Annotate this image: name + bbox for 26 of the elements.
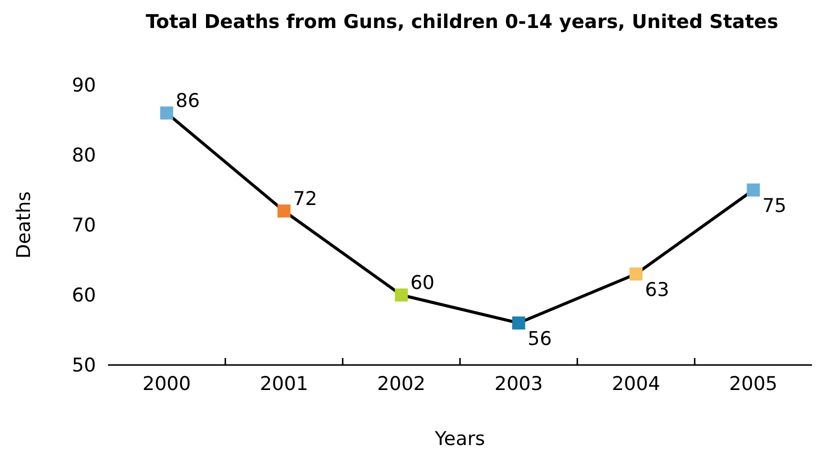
data-label: 56 <box>528 328 552 350</box>
y-tick-label: 70 <box>72 214 96 237</box>
point <box>160 106 174 120</box>
data-label: 86 <box>176 90 200 112</box>
x-tick-label: 2003 <box>494 373 543 395</box>
y-tick-label: 60 <box>72 284 96 307</box>
data-label: 72 <box>293 188 318 210</box>
x-tick-label: 2005 <box>729 373 778 395</box>
y-tick-label: 80 <box>72 144 96 167</box>
point <box>394 288 408 302</box>
x-tick-label: 2001 <box>260 373 308 395</box>
x-axis-title: Years <box>434 428 486 450</box>
data-label: 63 <box>645 279 670 301</box>
y-tick-label: 50 <box>72 354 96 377</box>
point <box>277 204 291 218</box>
y-axis-title: Deaths <box>13 191 35 259</box>
point <box>512 316 526 330</box>
x-tick-label: 2000 <box>142 373 191 395</box>
point <box>746 183 760 197</box>
point <box>629 267 643 281</box>
data-label: 75 <box>762 195 787 217</box>
chart-title: Total Deaths from Guns, children 0-14 years, United States <box>146 11 778 33</box>
y-tick-label: 90 <box>72 74 96 97</box>
x-tick-label: 2004 <box>612 373 660 395</box>
data-label: 60 <box>410 272 435 294</box>
x-tick-label: 2002 <box>377 373 426 395</box>
